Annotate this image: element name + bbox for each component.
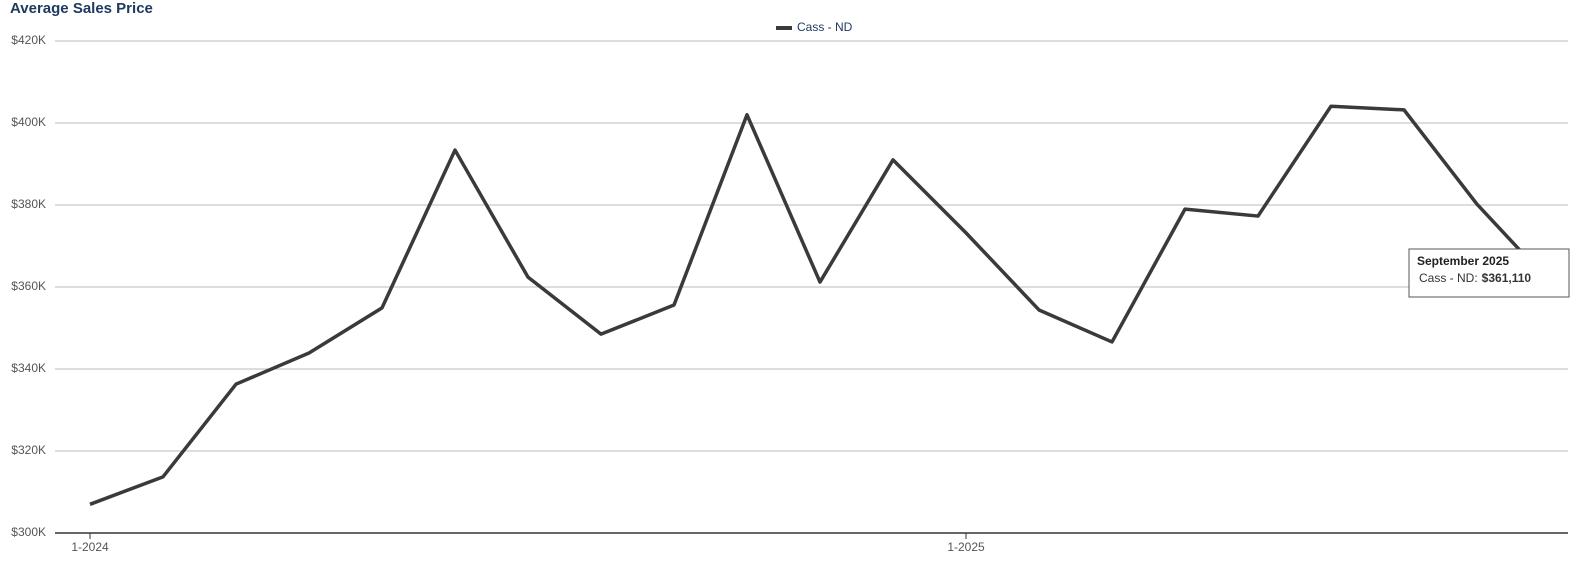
y-tick-label: $420K xyxy=(11,33,46,47)
y-tick-label: $320K xyxy=(11,443,46,457)
legend-label: Cass - ND xyxy=(797,20,853,34)
tooltip-value: $361,110 xyxy=(1482,271,1532,285)
y-tick-label: $360K xyxy=(11,279,46,293)
tooltip-body: Cass - ND: $361,110 xyxy=(1419,271,1531,285)
y-tick-label: $400K xyxy=(11,115,46,129)
x-tick-label: 1-2025 xyxy=(947,540,985,554)
y-tick-label: $340K xyxy=(11,361,46,375)
tooltip-title: September 2025 xyxy=(1417,254,1509,268)
data-line xyxy=(89,104,1552,506)
y-tick-label: $300K xyxy=(11,525,46,539)
y-tick-label: $380K xyxy=(11,197,46,211)
tooltip-label: Cass - ND: xyxy=(1419,271,1478,285)
tooltip-box xyxy=(1408,248,1570,298)
chart-title: Average Sales Price xyxy=(10,0,153,17)
tooltip: September 2025 Cass - ND: $361,110 xyxy=(1408,248,1570,298)
x-tick-label: 1-2024 xyxy=(71,540,109,554)
